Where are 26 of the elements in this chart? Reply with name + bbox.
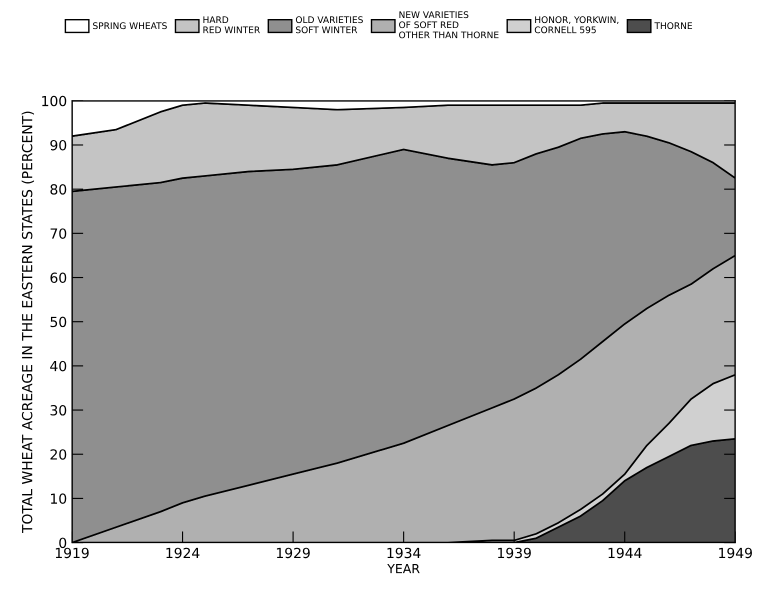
y-tick-label: 80 xyxy=(50,184,66,195)
y-tick-label: 60 xyxy=(50,272,66,283)
y-tick-label: 10 xyxy=(51,493,66,504)
x-tick-label: 1929 xyxy=(276,548,310,558)
x-axis-title: YEAR xyxy=(387,564,420,574)
legend-label: NEW VARIETIES OF SOFT RED OTHER THAN THORNE xyxy=(399,11,499,38)
y-tick-label: 70 xyxy=(50,228,66,239)
y-tick-label: 0 xyxy=(59,538,66,548)
x-tick-label: 1939 xyxy=(498,548,531,558)
legend-label: THORNE xyxy=(654,22,692,30)
legend-label: OLD VARIETIES SOFT WINTER xyxy=(296,16,363,34)
y-tick-label: 100 xyxy=(42,96,66,106)
legend-label: SPRING WHEATS xyxy=(93,22,167,30)
x-tick-label: 1924 xyxy=(166,548,200,558)
y-tick-label: 50 xyxy=(50,316,66,328)
x-tick-label: 1949 xyxy=(719,548,752,558)
y-tick-label: 90 xyxy=(50,140,66,150)
x-tick-label: 1919 xyxy=(56,548,89,558)
x-tick-label: 1944 xyxy=(608,548,642,558)
y-tick-label: 40 xyxy=(50,360,66,372)
x-tick-label: 1934 xyxy=(387,548,421,558)
y-tick-label: 30 xyxy=(50,405,66,416)
legend-label: HONOR, YORKWIN, CORNELL 595 xyxy=(534,16,618,34)
y-axis-title: TOTAL WHEAT ACREAGE IN THE EASTERN STATES (PERCENT) xyxy=(22,112,34,534)
y-tick-label: 20 xyxy=(50,449,66,460)
legend-label: HARD RED WINTER xyxy=(203,16,260,34)
